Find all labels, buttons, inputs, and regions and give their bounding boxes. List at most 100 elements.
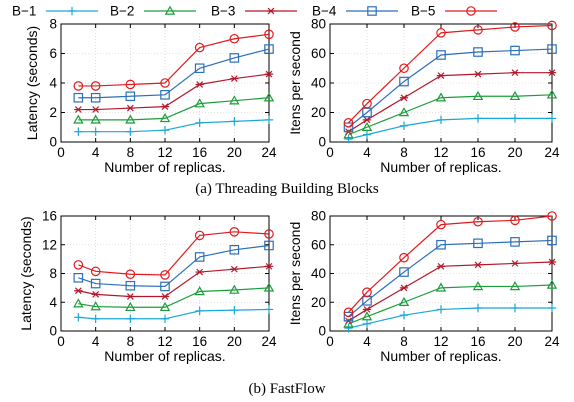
series-line [78, 74, 269, 109]
series-B−3 [344, 259, 556, 324]
x-tick-label: 24 [261, 145, 277, 160]
data-point [74, 288, 82, 294]
y-tick-label: 8 [49, 17, 57, 32]
x-tick-label: 4 [363, 145, 371, 160]
data-point [74, 313, 82, 321]
y-axis-label: Itens per second [287, 31, 303, 135]
data-point [437, 305, 445, 313]
y-tick-label: 0 [49, 324, 57, 339]
series-line [349, 95, 553, 135]
data-point [91, 127, 99, 135]
y-tick-label: 60 [311, 46, 326, 61]
x-tick-label: 4 [92, 145, 100, 160]
x-tick-label: 16 [470, 334, 485, 349]
series-B−2 [74, 284, 273, 311]
data-point [363, 320, 371, 328]
series-line [349, 240, 553, 316]
y-tick-label: 60 [311, 237, 326, 252]
data-point [74, 274, 82, 282]
series-B−3 [74, 263, 273, 299]
data-point [195, 307, 203, 315]
x-tick-label: 16 [470, 145, 485, 160]
data-point [400, 311, 408, 319]
chart-ff-throughput: 0 20 40 60 80 0 4 8 12 16 20 24 Number of replicas. I… [287, 209, 560, 365]
x-tick-label: 20 [507, 334, 522, 349]
series-line [78, 266, 269, 296]
legend-marker [267, 8, 275, 14]
series-B−5 [344, 21, 556, 127]
legend-label: B−2 [110, 4, 134, 19]
y-tick-label: 12 [42, 237, 57, 252]
x-tick-label: 24 [261, 334, 277, 349]
series-line [349, 308, 553, 328]
series-line [349, 49, 553, 127]
series-B−3 [344, 70, 556, 135]
data-point [437, 116, 445, 124]
data-point [474, 114, 482, 122]
series-B−1 [74, 305, 273, 323]
data-point [126, 127, 134, 135]
legend-item: B−5 [411, 4, 497, 19]
data-point [195, 119, 203, 127]
data-point [161, 126, 169, 134]
caption-a: (a) Threading Building Blocks [195, 181, 379, 197]
data-point [511, 304, 519, 312]
data-point [363, 130, 371, 138]
caption-b: (b) FastFlow [248, 381, 325, 397]
data-point [74, 127, 82, 135]
x-tick-label: 20 [227, 334, 242, 349]
y-tick-label: 40 [311, 76, 326, 91]
x-axis-label: Number of replicas. [380, 159, 501, 175]
y-tick-label: 40 [311, 266, 326, 281]
data-point [230, 76, 238, 82]
y-tick-label: 0 [318, 135, 326, 150]
y-tick-label: 20 [311, 105, 326, 120]
data-point [126, 315, 134, 323]
y-tick-label: 4 [49, 295, 57, 310]
series-B−3 [74, 71, 273, 112]
x-tick-label: 12 [433, 334, 448, 349]
data-point [511, 70, 519, 76]
series-line [349, 216, 553, 312]
x-tick-label: 4 [363, 334, 371, 349]
x-tick-label: 16 [192, 145, 207, 160]
y-tick-label: 4 [49, 76, 57, 91]
series-B−1 [344, 304, 556, 333]
legend-label: B−3 [211, 4, 235, 19]
x-tick-label: 12 [157, 334, 172, 349]
series-B−1 [344, 114, 556, 143]
series-line [349, 25, 553, 122]
series-B−1 [74, 116, 273, 136]
y-axis-label: Latency (seconds) [18, 216, 34, 330]
data-point [474, 304, 482, 312]
y-axis-label: Latency (seconds) [24, 26, 40, 140]
y-tick-label: 6 [49, 46, 57, 61]
y-axis-label: Itens per second [287, 222, 303, 326]
series-line [349, 118, 553, 139]
x-tick-label: 8 [127, 145, 135, 160]
x-tick-label: 8 [400, 145, 408, 160]
x-tick-label: 8 [127, 334, 135, 349]
x-tick-label: 12 [157, 145, 172, 160]
x-tick-label: 16 [192, 334, 207, 349]
y-tick-label: 2 [49, 105, 57, 120]
x-tick-label: 8 [400, 334, 408, 349]
x-tick-label: 0 [326, 334, 334, 349]
data-point [126, 105, 134, 111]
x-tick-label: 4 [92, 334, 100, 349]
x-tick-label: 24 [544, 334, 560, 349]
legend-item: B−2 [110, 4, 196, 19]
x-tick-label: 12 [433, 145, 448, 160]
data-point [548, 114, 556, 122]
legend: B−1 B−2 B−3 B−4 B−5 [12, 4, 497, 19]
x-axis-label: Number of replicas. [380, 348, 501, 364]
data-point [474, 262, 482, 268]
data-point [230, 306, 238, 314]
y-tick-label: 0 [49, 135, 57, 150]
data-point [511, 114, 519, 122]
legend-label: B−5 [411, 4, 435, 19]
data-point [265, 116, 273, 124]
x-axis-label: Number of replicas. [104, 159, 225, 175]
